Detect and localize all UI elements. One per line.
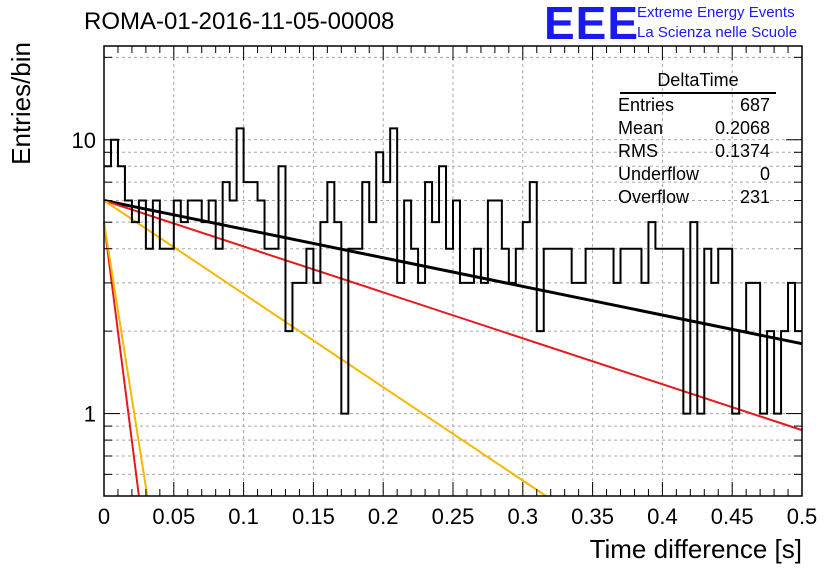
stats-value: 687 <box>739 95 770 115</box>
x-tick-label: 0.35 <box>571 504 614 529</box>
x-tick-label: 0.45 <box>711 504 754 529</box>
x-tick-label: 0 <box>98 504 110 529</box>
x-tick-label: 0.3 <box>508 504 539 529</box>
stats-row-overflow: Overflow 231 <box>612 186 780 209</box>
chart-grid <box>104 46 802 497</box>
x-tick-label: 0.1 <box>228 504 259 529</box>
stats-key: Overflow <box>618 187 690 207</box>
fit-curves <box>103 199 803 497</box>
stats-value: 231 <box>739 187 770 207</box>
axis-labels: 0 0.05 0.1 0.15 0.2 0.25 0.3 0.35 0.4 0.45 0.5 1 10 T… <box>6 42 817 564</box>
fit-line <box>103 222 149 497</box>
stats-row-rms: RMS 0.1374 <box>612 140 780 163</box>
stats-value: 0 <box>759 164 770 184</box>
y-tick-label: 1 <box>84 402 96 427</box>
stats-box: DeltaTime Entries 687 Mean 0.2068 RMS 0.137… <box>612 68 780 209</box>
logo-line-1: Extreme Energy Events <box>637 4 795 21</box>
x-tick-label: 0.05 <box>152 504 195 529</box>
stats-value: 0.1374 <box>714 141 770 161</box>
stats-row-mean: Mean 0.2068 <box>612 117 780 140</box>
stats-row-underflow: Underflow 0 <box>612 163 780 186</box>
fit-line <box>103 222 140 497</box>
stats-row-entries: Entries 687 <box>612 94 780 117</box>
stats-value: 0.2068 <box>714 118 770 138</box>
fit-line <box>103 199 547 497</box>
fit-line <box>103 199 803 432</box>
stats-key: Entries <box>618 95 675 115</box>
x-tick-label: 0.15 <box>292 504 335 529</box>
y-axis-label: Entries/bin <box>6 42 36 165</box>
histogram-line <box>104 127 802 415</box>
x-tick-label: 0.2 <box>368 504 399 529</box>
y-tick-label: 10 <box>72 128 96 153</box>
chart-title: ROMA-01-2016-11-05-00008 <box>84 8 395 35</box>
x-tick-label: 0.25 <box>432 504 475 529</box>
stats-title: DeltaTime <box>620 68 776 94</box>
stats-key: RMS <box>618 141 658 161</box>
axis-ticks <box>103 46 803 497</box>
x-axis-label: Time difference [s] <box>590 534 802 564</box>
x-tick-label: 0.5 <box>787 504 818 529</box>
stats-key: Mean <box>618 118 664 138</box>
eee-logo: EEE <box>544 0 640 49</box>
stats-key: Underflow <box>618 164 700 184</box>
histogram <box>104 127 802 415</box>
fit-line <box>103 199 803 346</box>
x-tick-label: 0.4 <box>647 504 678 529</box>
logo-line-2: La Scienza nelle Scuole <box>637 24 798 41</box>
